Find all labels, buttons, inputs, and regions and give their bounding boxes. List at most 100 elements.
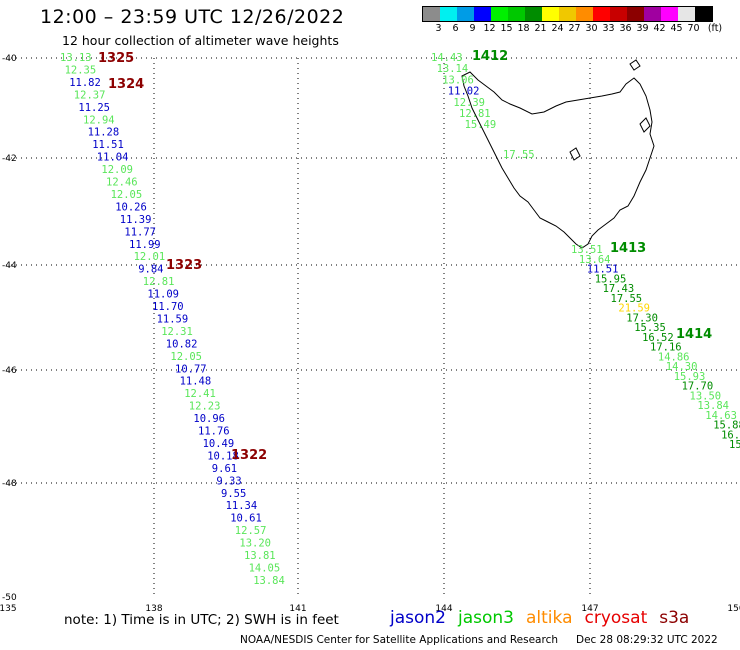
wave-height-value: 17.43 xyxy=(603,283,635,295)
legend-swatch xyxy=(678,7,695,21)
legend-label: 18 xyxy=(517,23,530,34)
wave-height-value: 11.76 xyxy=(198,426,230,438)
legend-label: 70 xyxy=(687,23,700,34)
legend-swatch xyxy=(457,7,474,21)
timestamp: Dec 28 08:29:32 UTC 2022 xyxy=(576,634,718,646)
wave-height-value: 12.41 xyxy=(184,388,216,400)
wave-height-value: 16.52 xyxy=(642,332,674,344)
wave-height-value: 10.77 xyxy=(175,363,207,375)
wave-height-value: 15 xyxy=(729,439,740,451)
latitude-label: -50 xyxy=(2,593,17,603)
wave-height-value: 12.37 xyxy=(74,89,106,101)
wave-height-value: 12.23 xyxy=(189,401,221,413)
wave-height-value: 12.09 xyxy=(101,164,133,176)
legend-swatch xyxy=(525,7,542,21)
wave-height-value: 11.09 xyxy=(147,289,179,301)
wave-height-value: 13.51 xyxy=(571,244,603,256)
legend-swatches xyxy=(422,6,713,22)
tasmania-coastline xyxy=(461,71,655,249)
island-outline xyxy=(629,59,641,71)
legend-swatch xyxy=(627,7,644,21)
wave-height-value: 11.70 xyxy=(152,301,184,313)
satellite-cryosat: cryosat xyxy=(584,608,648,628)
wave-height-value: 10.26 xyxy=(115,201,147,213)
wave-height-value: 9.33 xyxy=(216,475,241,487)
longitude-label: 138 xyxy=(145,604,162,614)
wave-height-value: 12.35 xyxy=(65,64,97,76)
legend-label: 9 xyxy=(469,23,476,34)
legend-unit: (ft) xyxy=(707,23,723,34)
legend-swatch xyxy=(695,7,712,21)
legend-swatch xyxy=(542,7,559,21)
wave-height-value: 11.51 xyxy=(92,139,124,151)
wave-height-value: 17.16 xyxy=(650,342,682,354)
wave-height-value: 13.64 xyxy=(579,254,611,266)
wave-height-value: 13.84 xyxy=(697,400,729,412)
footer-credit: NOAA/NESDIS Center for Satellite Applica… xyxy=(240,634,718,646)
wave-height-value: 12.05 xyxy=(170,351,202,363)
wave-height-value: 14.30 xyxy=(666,361,698,373)
longitude-label: 150 xyxy=(727,604,740,614)
island-outline xyxy=(639,117,651,133)
legend-swatch xyxy=(491,7,508,21)
latitude-label: -48 xyxy=(2,479,17,489)
wave-height-value: 11.39 xyxy=(120,214,152,226)
legend-label: 21 xyxy=(534,23,547,34)
legend-swatch xyxy=(644,7,661,21)
wave-height-value: 13.13 xyxy=(60,52,92,64)
wave-height-value: 15.88 xyxy=(713,420,740,432)
wave-height-value: 12.39 xyxy=(453,97,485,109)
legend-swatch xyxy=(576,7,593,21)
page-title: 12:00 – 23:59 UTC 12/26/2022 xyxy=(40,6,345,28)
pass-number: 1412 xyxy=(472,49,508,64)
wave-height-value: 12.57 xyxy=(235,525,267,537)
wave-height-value: 12.46 xyxy=(106,177,138,189)
wave-height-value: 16.5 xyxy=(721,429,740,441)
island-outline xyxy=(569,147,581,161)
wave-height-value: 11.25 xyxy=(78,102,110,114)
legend-label: 27 xyxy=(568,23,581,34)
wave-height-value: 9.55 xyxy=(221,488,246,500)
wave-height-value: 17.55 xyxy=(503,149,535,161)
page-subtitle: 12 hour collection of altimeter wave hei… xyxy=(62,33,339,48)
legend-swatch xyxy=(610,7,627,21)
wave-height-value: 14.05 xyxy=(249,562,281,574)
wave-height-value: 11.99 xyxy=(129,239,161,251)
wave-height-value: 9.61 xyxy=(212,463,237,475)
legend-swatch xyxy=(593,7,610,21)
satellite-jason3: jason3 xyxy=(458,608,514,628)
wave-height-value: 11.48 xyxy=(180,376,212,388)
wave-height-value: 11.51 xyxy=(587,264,619,276)
wave-height-value: 14.43 xyxy=(431,52,463,64)
wave-height-value: 13.50 xyxy=(690,390,722,402)
satellite-altika: altika xyxy=(526,608,573,628)
pass-number: 1325 xyxy=(98,51,134,66)
wave-height-value: 12.05 xyxy=(111,189,143,201)
legend-label: 3 xyxy=(435,23,442,34)
longitude-label: 144 xyxy=(435,604,452,614)
legend-label: 15 xyxy=(500,23,513,34)
legend-labels: 3 6 9 12 15 18 21 24 27 30 33 36 39 42 45 70 (ft) xyxy=(422,22,722,36)
legend-label: 30 xyxy=(585,23,598,34)
credit-text: NOAA/NESDIS Center for Satellite Applica… xyxy=(240,634,558,646)
wave-height-value: 11.04 xyxy=(97,152,129,164)
wave-height-value: 21.59 xyxy=(618,303,650,315)
wave-height-value: 11.59 xyxy=(157,313,189,325)
wave-height-value: 12.81 xyxy=(459,108,491,120)
latitude-label: -46 xyxy=(2,366,17,376)
longitude-label: 135 xyxy=(0,604,17,614)
wave-height-value: 13.84 xyxy=(253,575,285,587)
color-legend: 3 6 9 12 15 18 21 24 27 30 33 36 39 42 45 70 (ft) xyxy=(422,6,722,36)
satellite-legend: jason2 jason3 altika cryosat s3a xyxy=(390,608,701,628)
wave-height-value: 11.34 xyxy=(226,500,258,512)
wave-height-value: 17.70 xyxy=(682,381,714,393)
pass-number: 1413 xyxy=(610,241,646,256)
wave-height-value: 10.49 xyxy=(203,438,235,450)
legend-label: 45 xyxy=(670,23,683,34)
wave-height-value: 13.81 xyxy=(244,550,276,562)
wave-height-value: 11.77 xyxy=(124,226,156,238)
wave-height-value: 15.49 xyxy=(465,119,497,131)
longitude-label: 147 xyxy=(581,604,598,614)
